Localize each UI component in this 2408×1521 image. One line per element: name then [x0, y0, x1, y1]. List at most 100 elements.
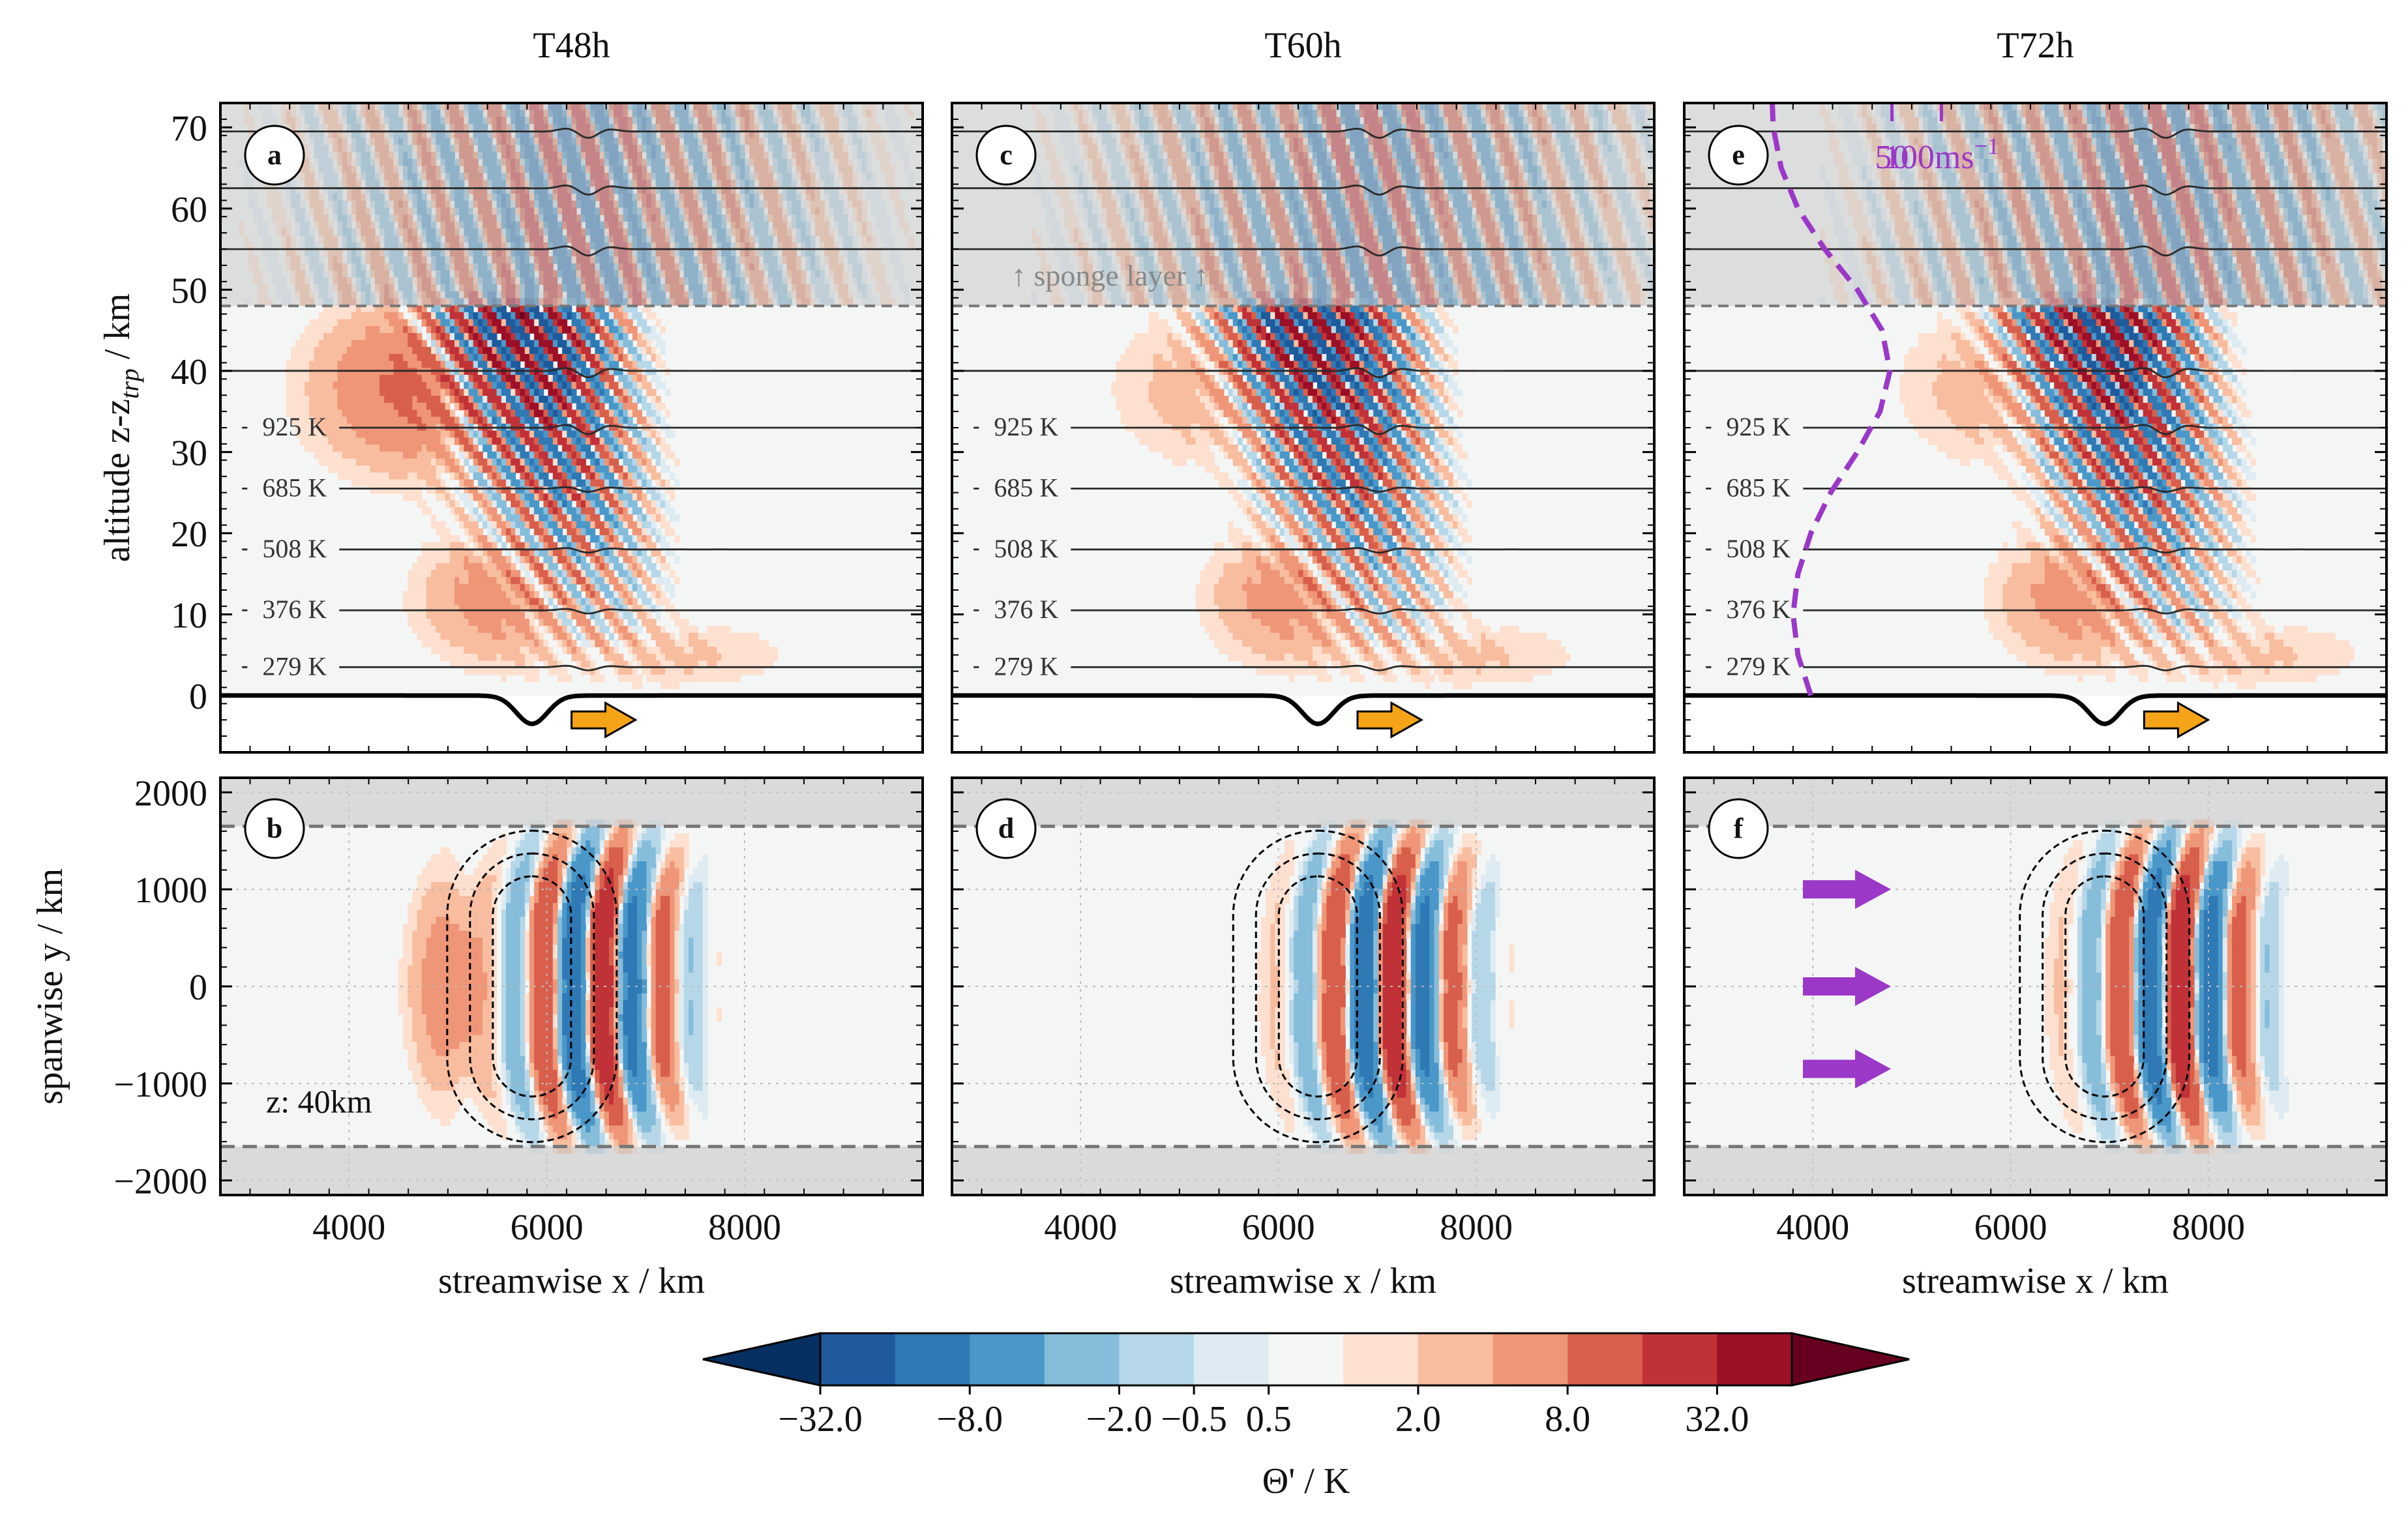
anomaly-cell — [567, 409, 572, 417]
anomaly-cell — [520, 319, 526, 327]
anomaly-cell — [623, 312, 629, 320]
anomaly-cell — [511, 375, 516, 383]
anomaly-cell — [515, 542, 521, 550]
anomaly-cell — [384, 347, 390, 355]
anomaly-cell — [506, 598, 511, 606]
anomaly-cell — [524, 556, 530, 564]
anomaly-cell — [496, 640, 502, 647]
anomaly-cell — [562, 625, 568, 634]
anomaly-cell — [337, 340, 343, 347]
anomaly-cell — [487, 326, 493, 334]
anomaly-cell — [379, 361, 385, 369]
anomaly-cell — [459, 653, 465, 662]
anomaly-cell — [403, 479, 408, 487]
anomaly-cell — [506, 514, 511, 522]
anomaly-cell — [524, 486, 530, 494]
anomaly-cell — [379, 451, 385, 460]
anomaly-cell — [436, 640, 441, 647]
anomaly-cell — [595, 591, 601, 598]
anomaly-cell — [562, 668, 568, 675]
anomaly-cell — [567, 437, 572, 445]
anomaly-cell — [342, 472, 348, 480]
anomaly-cell — [552, 653, 558, 662]
anomaly-cell — [511, 493, 516, 501]
anomaly-cell — [571, 479, 577, 487]
anomaly-cell — [374, 458, 380, 466]
anomaly-cell — [571, 486, 577, 494]
anomaly-cell — [557, 389, 563, 396]
anomaly-cell — [562, 430, 568, 438]
anomaly-cell — [590, 437, 596, 445]
anomaly-cell — [576, 556, 582, 564]
anomaly-cell — [468, 640, 474, 647]
anomaly-cell — [459, 326, 465, 334]
anomaly-cell — [623, 402, 629, 411]
anomaly-cell — [608, 514, 614, 522]
anomaly-cell — [608, 430, 614, 438]
anomaly-cell — [511, 647, 516, 655]
anomaly-cell — [496, 451, 502, 460]
anomaly-cell — [524, 479, 530, 487]
anomaly-cell — [459, 542, 465, 550]
anomaly-cell — [614, 577, 619, 585]
anomaly-cell — [426, 437, 432, 445]
anomaly-cell — [323, 319, 329, 327]
anomaly-cell — [599, 396, 605, 404]
anomaly-cell — [529, 542, 535, 550]
anomaly-cell — [586, 583, 591, 592]
anomaly-cell — [333, 437, 338, 445]
anomaly-cell — [445, 458, 451, 466]
anomaly-cell — [595, 319, 601, 327]
anomaly-cell — [501, 640, 507, 647]
anomaly-cell — [590, 625, 596, 634]
anomaly-cell — [487, 521, 493, 529]
anomaly-cell — [543, 486, 549, 494]
anomaly-cell — [436, 381, 441, 390]
anomaly-cell — [599, 556, 605, 564]
anomaly-cell — [496, 361, 502, 369]
anomaly-cell — [403, 458, 408, 466]
anomaly-cell — [623, 591, 629, 598]
anomaly-cell — [595, 423, 601, 432]
anomaly-cell — [599, 640, 605, 647]
anomaly-cell — [483, 361, 488, 369]
anomaly-cell — [529, 612, 535, 619]
anomaly-cell — [604, 458, 610, 466]
anomaly-cell — [595, 598, 601, 606]
anomaly-cell — [374, 319, 380, 327]
anomaly-cell — [562, 340, 568, 347]
anomaly-cell — [346, 389, 352, 396]
anomaly-cell — [515, 319, 521, 327]
anomaly-cell — [421, 409, 427, 417]
anomaly-cell — [501, 542, 507, 550]
anomaly-cell — [590, 353, 596, 362]
anomaly-cell — [557, 375, 563, 383]
anomaly-cell — [529, 660, 535, 668]
anomaly-cell — [580, 521, 586, 529]
anomaly-cell — [356, 305, 362, 313]
anomaly-cell — [473, 577, 479, 585]
anomaly-cell — [595, 674, 601, 683]
anomaly-cell — [412, 598, 418, 606]
anomaly-cell — [604, 423, 610, 432]
anomaly-cell — [468, 500, 474, 508]
anomaly-cell — [398, 396, 404, 404]
anomaly-cell — [440, 542, 446, 550]
anomaly-cell — [333, 409, 338, 417]
anomaly-cell — [586, 319, 591, 327]
anomaly-cell — [586, 653, 591, 662]
anomaly-cell — [618, 444, 624, 452]
anomaly-cell — [440, 570, 446, 578]
anomaly-cell — [520, 353, 526, 362]
anomaly-cell — [431, 479, 437, 487]
anomaly-cell — [543, 528, 549, 536]
anomaly-cell — [384, 430, 390, 438]
anomaly-cell — [539, 563, 544, 571]
anomaly-cell — [580, 417, 586, 424]
anomaly-cell — [454, 514, 460, 522]
anomaly-cell — [445, 570, 451, 578]
anomaly-cell — [477, 319, 483, 327]
anomaly-cell — [440, 556, 446, 564]
anomaly-cell — [459, 472, 465, 480]
anomaly-cell — [477, 326, 483, 334]
